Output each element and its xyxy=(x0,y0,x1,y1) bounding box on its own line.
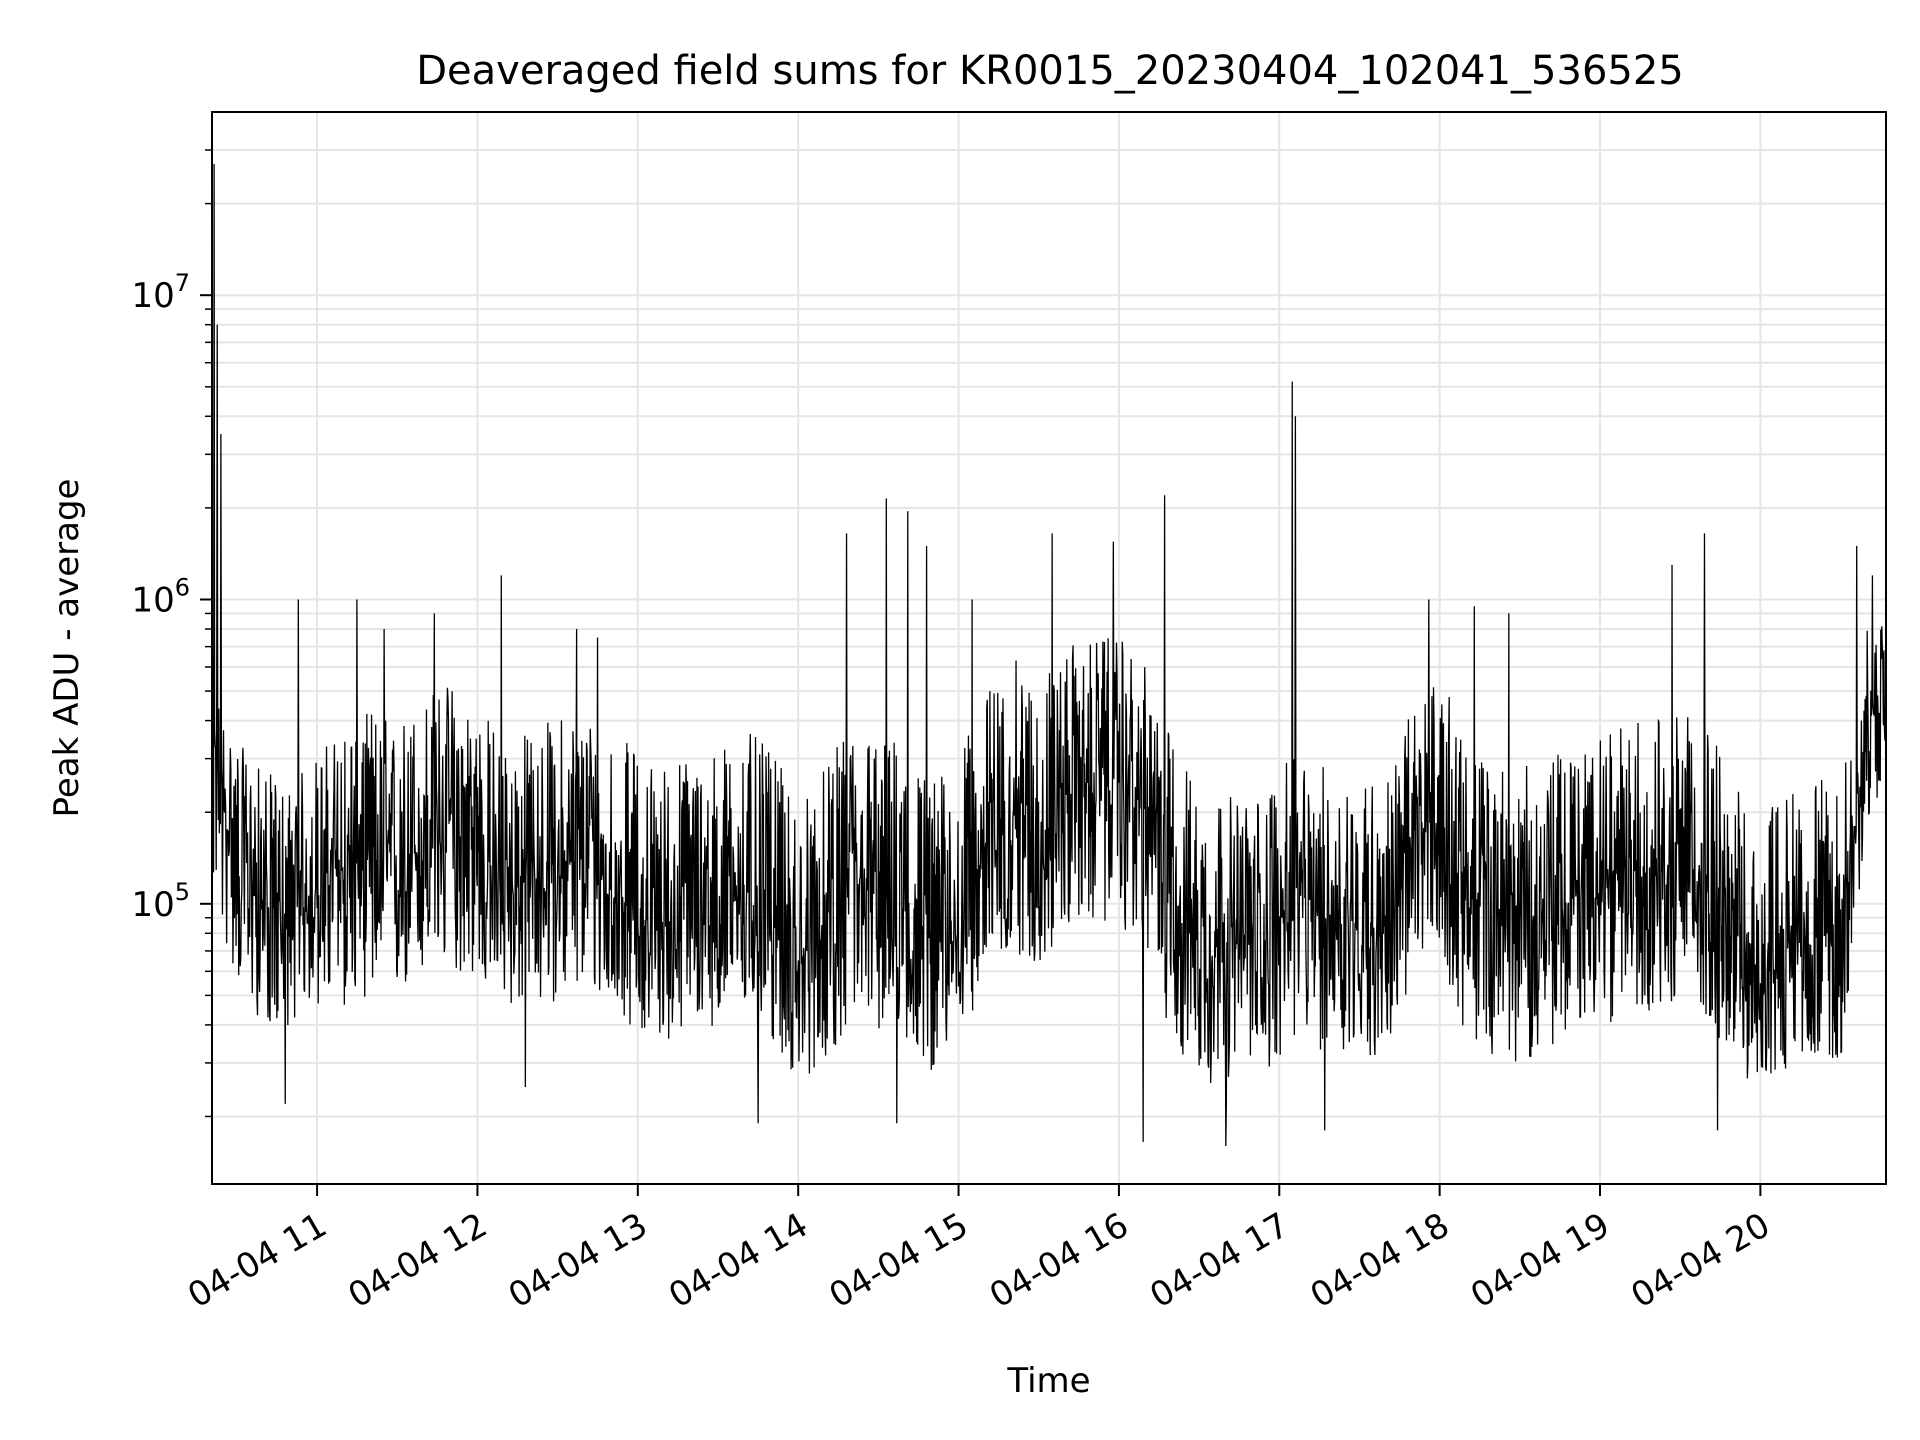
chart-title: Deaveraged field sums for KR0015_2023040… xyxy=(416,48,1684,94)
series-line xyxy=(212,163,1886,1146)
series-path xyxy=(212,163,1886,1146)
y-tick-label: 106 xyxy=(131,574,190,621)
y-axis: 105 106 107 xyxy=(131,149,212,1118)
y-tick-label: 105 xyxy=(131,878,190,925)
plot-area-frame xyxy=(211,111,1887,1185)
y-tick-label: 107 xyxy=(131,269,190,316)
x-axis-label: Time xyxy=(1006,1361,1090,1401)
y-axis-label: Peak ADU - average xyxy=(47,479,87,818)
